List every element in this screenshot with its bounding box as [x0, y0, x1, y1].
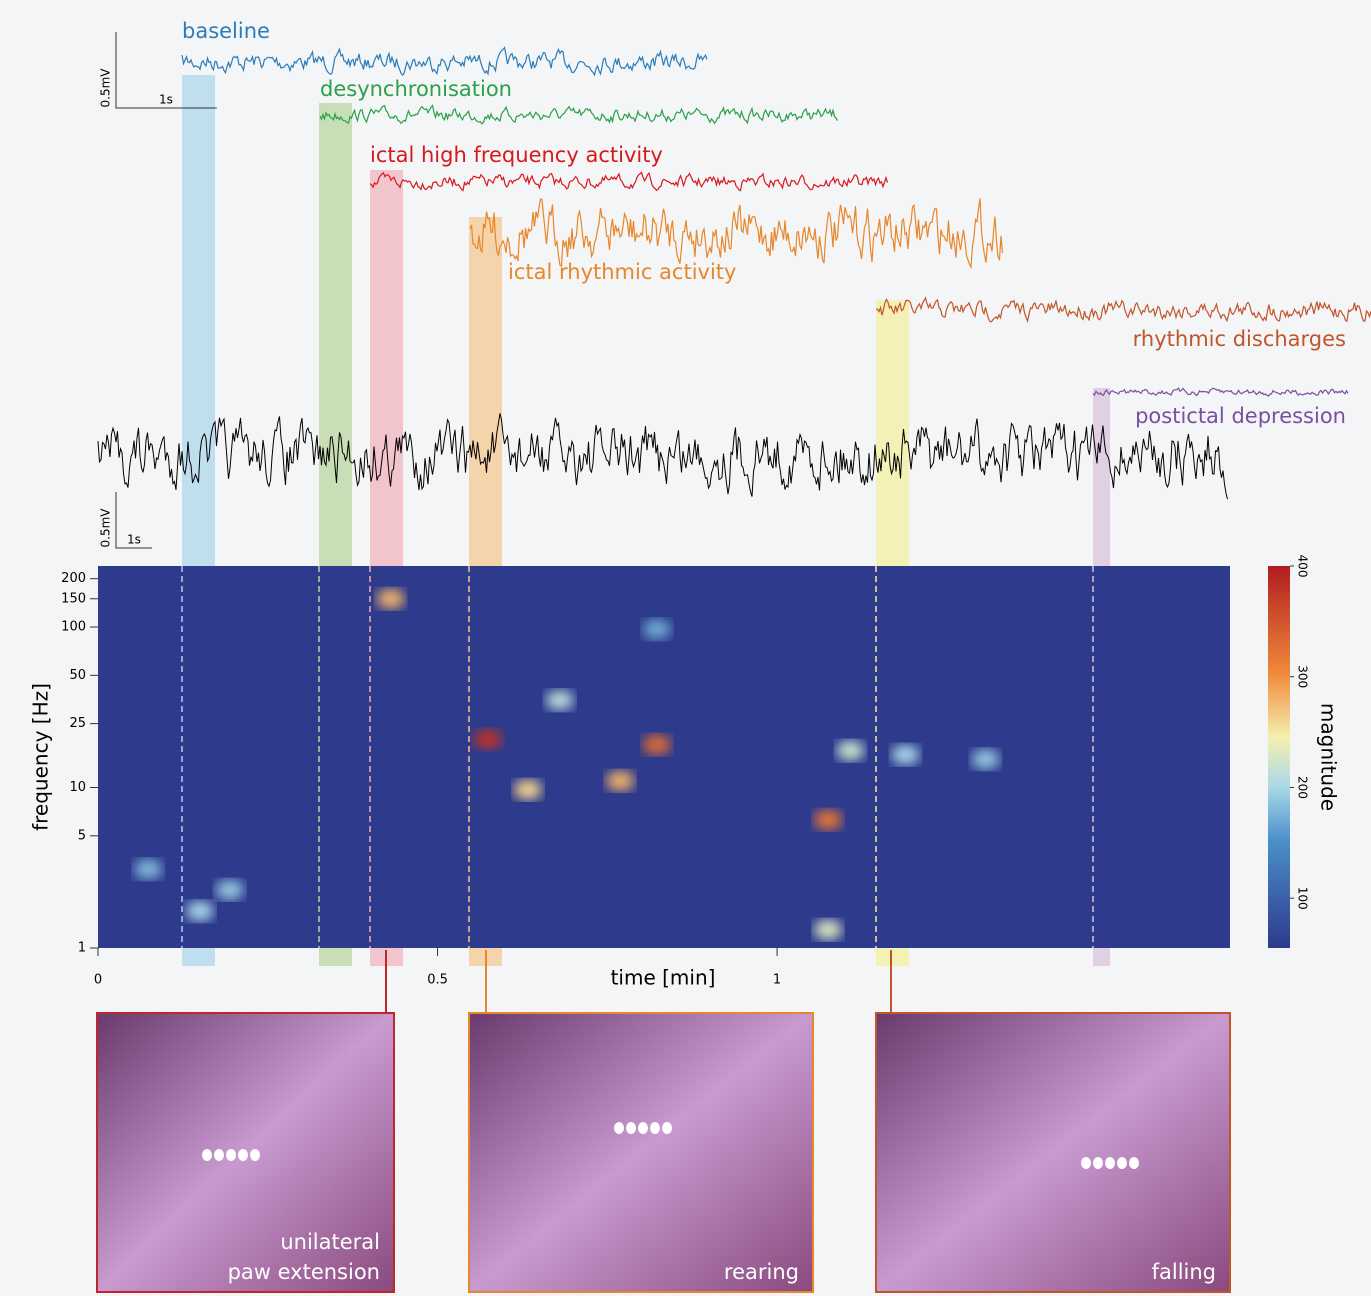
y-tick-label: 5: [78, 828, 86, 843]
y-tick-label: 25: [69, 716, 86, 731]
spectrogram-hotspot: [891, 745, 919, 765]
spectrogram-hotspot: [836, 741, 864, 761]
led: [650, 1122, 660, 1134]
y-tick-label: 10: [69, 780, 86, 795]
scale-bar-voltage: 0.5mV: [99, 508, 113, 548]
photo-caption: falling: [1152, 1260, 1216, 1284]
spectrogram-hotspot: [643, 735, 671, 755]
led: [214, 1149, 224, 1161]
x-tick-label: 0.5: [427, 973, 448, 988]
scale-bar-voltage: 0.5mV: [99, 68, 113, 108]
spectrogram-hotspot: [134, 859, 162, 879]
eeg-trace: [470, 199, 1003, 268]
colorbar-tick-label: 400: [1296, 555, 1310, 578]
photo: [469, 1013, 813, 1292]
led: [1129, 1157, 1139, 1169]
photo-caption: rearing: [724, 1260, 799, 1284]
x-tick-label: 1: [773, 973, 781, 988]
spectrogram-hotspot: [216, 880, 244, 900]
eeg-trace: [876, 298, 1371, 322]
trace-label: baseline: [182, 19, 270, 43]
photo-caption: unilateral: [280, 1230, 380, 1254]
led: [614, 1122, 624, 1134]
colorbar-label: magnitude: [1317, 703, 1341, 811]
led: [226, 1149, 236, 1161]
spectrogram-hotspot: [474, 729, 502, 749]
x-tick-label: 0: [94, 973, 102, 988]
figure: time [min] frequency [Hz] magnitude base…: [0, 0, 1371, 1296]
y-tick-label: 50: [69, 668, 86, 683]
eeg-trace: [370, 172, 888, 190]
trace-label: desynchronisation: [320, 77, 512, 101]
spectrogram-hotspot: [814, 920, 842, 940]
y-tick-label: 1: [78, 941, 86, 956]
led: [238, 1149, 248, 1161]
eeg-trace: [98, 413, 1228, 499]
eeg-trace: [182, 48, 707, 76]
trace-label: rhythmic discharges: [1133, 327, 1346, 351]
led: [638, 1122, 648, 1134]
y-tick-label: 100: [61, 620, 86, 635]
colorbar: [1268, 566, 1290, 948]
spectrogram-hotspot: [186, 901, 214, 921]
photo-caption: paw extension: [228, 1260, 380, 1284]
spectrogram-hotspot: [972, 749, 1000, 769]
colorbar-tick-label: 300: [1296, 665, 1310, 688]
led: [1081, 1157, 1091, 1169]
y-axis-label: frequency [Hz]: [29, 683, 53, 831]
spectrogram-hotspot: [606, 771, 634, 791]
led: [1117, 1157, 1127, 1169]
colorbar-tick-label: 100: [1296, 887, 1310, 910]
spectrogram-hotspot: [514, 780, 542, 800]
y-tick-label: 150: [61, 591, 86, 606]
trace-label: ictal high frequency activity: [370, 143, 663, 167]
eeg-trace: [1093, 388, 1348, 396]
led: [1093, 1157, 1103, 1169]
x-axis-label: time [min]: [611, 966, 716, 990]
photo: [876, 1013, 1230, 1292]
led: [250, 1149, 260, 1161]
spectrogram-hotspot: [377, 589, 405, 609]
trace-label: postictal depression: [1135, 404, 1346, 428]
y-tick-label: 200: [61, 571, 86, 586]
spectrogram-hotspot: [546, 690, 574, 710]
scale-bar-time: 1s: [159, 93, 173, 107]
eeg-trace: [320, 106, 838, 124]
spectrogram-hotspot: [643, 619, 671, 639]
spectrogram-hotspot: [814, 810, 842, 830]
led: [626, 1122, 636, 1134]
led: [1105, 1157, 1115, 1169]
led: [202, 1149, 212, 1161]
colorbar-tick-label: 200: [1296, 776, 1310, 799]
trace-label: ictal rhythmic activity: [508, 260, 736, 284]
scale-bar-time: 1s: [127, 533, 141, 547]
led: [662, 1122, 672, 1134]
